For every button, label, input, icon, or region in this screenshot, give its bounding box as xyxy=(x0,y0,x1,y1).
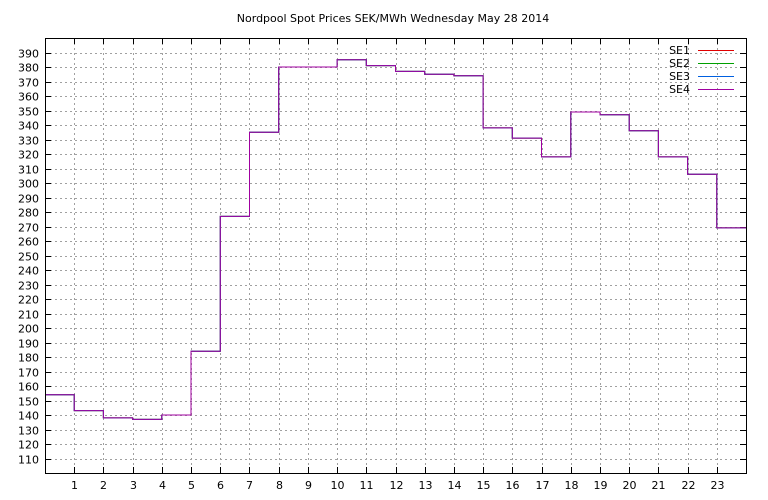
x-tick-label: 21 xyxy=(652,479,666,492)
x-tick-label: 8 xyxy=(276,479,283,492)
y-tick-label: 110 xyxy=(18,454,39,467)
series-line-se1 xyxy=(45,59,746,420)
y-tick-label: 250 xyxy=(18,251,39,264)
x-tick-label: 1 xyxy=(71,479,78,492)
y-tick-label: 300 xyxy=(18,178,39,191)
y-tick-label: 370 xyxy=(18,77,39,90)
series-line-se3 xyxy=(45,59,746,420)
plot-border xyxy=(45,38,747,474)
x-tick-label: 18 xyxy=(565,479,579,492)
y-tick-label: 130 xyxy=(18,425,39,438)
x-tick-label: 12 xyxy=(390,479,404,492)
y-tick-label: 380 xyxy=(18,62,39,75)
series-lines xyxy=(45,59,746,420)
y-tick-label: 140 xyxy=(18,410,39,423)
y-tick-label: 240 xyxy=(18,265,39,278)
legend-label-se3: SE3 xyxy=(669,70,690,83)
y-tick-label: 200 xyxy=(18,323,39,336)
x-axis: 1 2 3 4 5 6 7 8 9 10 11 12 13 14 15 16 17 18 19 20 21 22 23 xyxy=(71,38,725,492)
x-tick-label: 15 xyxy=(477,479,491,492)
y-tick-label: 190 xyxy=(18,338,39,351)
y-tick-label: 340 xyxy=(18,120,39,133)
y-tick-label: 360 xyxy=(18,91,39,104)
x-tick-label: 22 xyxy=(682,479,696,492)
series-line-se4 xyxy=(45,59,746,420)
y-tick-label: 170 xyxy=(18,367,39,380)
x-tick-label: 6 xyxy=(217,479,224,492)
y-tick-label: 270 xyxy=(18,222,39,235)
x-tick-label: 19 xyxy=(594,479,608,492)
x-tick-label: 16 xyxy=(506,479,520,492)
legend-label-se4: SE4 xyxy=(669,83,690,96)
y-tick-label: 280 xyxy=(18,207,39,220)
series-line-se2 xyxy=(45,59,746,420)
y-tick-label: 160 xyxy=(18,381,39,394)
x-tick-label: 3 xyxy=(130,479,137,492)
x-tick-label: 14 xyxy=(448,479,462,492)
legend-label-se1: SE1 xyxy=(669,44,690,57)
y-tick-label: 390 xyxy=(18,48,39,61)
y-tick-label: 320 xyxy=(18,149,39,162)
x-tick-label: 23 xyxy=(711,479,725,492)
y-tick-label: 290 xyxy=(18,193,39,206)
y-tick-label: 260 xyxy=(18,236,39,249)
y-tick-label: 120 xyxy=(18,439,39,452)
x-tick-label: 10 xyxy=(331,479,345,492)
x-tick-label: 11 xyxy=(360,479,374,492)
x-tick-label: 13 xyxy=(419,479,433,492)
y-tick-label: 230 xyxy=(18,280,39,293)
x-tick-label: 5 xyxy=(188,479,195,492)
chart-title: Nordpool Spot Prices SEK/MWh Wednesday M… xyxy=(237,12,549,25)
y-tick-label: 310 xyxy=(18,164,39,177)
x-tick-label: 2 xyxy=(100,479,107,492)
x-tick-label: 17 xyxy=(536,479,550,492)
y-tick-label: 350 xyxy=(18,106,39,119)
y-tick-label: 180 xyxy=(18,352,39,365)
y-tick-label: 220 xyxy=(18,294,39,307)
y-tick-label: 330 xyxy=(18,135,39,148)
x-tick-label: 20 xyxy=(623,479,637,492)
grid xyxy=(45,38,746,473)
legend-label-se2: SE2 xyxy=(669,57,690,70)
x-tick-label: 7 xyxy=(246,479,253,492)
x-tick-label: 9 xyxy=(305,479,312,492)
x-tick-label: 4 xyxy=(159,479,166,492)
y-tick-label: 210 xyxy=(18,309,39,322)
y-tick-label: 150 xyxy=(18,396,39,409)
